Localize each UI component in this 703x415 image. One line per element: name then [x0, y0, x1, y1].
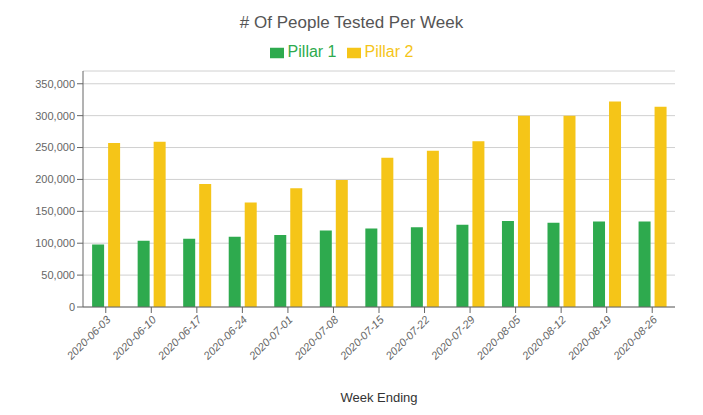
svg-text:250,000: 250,000 [35, 141, 75, 153]
svg-text:2020-07-15: 2020-07-15 [337, 313, 387, 363]
svg-text:2020-06-24: 2020-06-24 [200, 313, 249, 362]
html-text:Pillar 1: Pillar 1 [287, 43, 337, 60]
svg-text:2020-07-29: 2020-07-29 [428, 313, 477, 362]
svg-text:2020-06-17: 2020-06-17 [155, 313, 205, 363]
svg-text:Week Ending: Week Ending [340, 390, 417, 405]
svg-text:350,000: 350,000 [35, 78, 75, 90]
html-text:# Of People Tested Per Week: # Of People Tested Per Week [239, 13, 464, 32]
svg-text:150,000: 150,000 [35, 205, 75, 217]
svg-text:2020-07-01: 2020-07-01 [246, 313, 295, 362]
svg-text:0: 0 [69, 301, 75, 313]
svg-text:2020-06-03: 2020-06-03 [64, 313, 114, 363]
svg-text:2020-06-10: 2020-06-10 [109, 313, 159, 363]
svg-text:300,000: 300,000 [35, 110, 75, 122]
svg-text:200,000: 200,000 [35, 173, 75, 185]
svg-text:100,000: 100,000 [35, 237, 75, 249]
html-text:Pillar 2: Pillar 2 [364, 43, 414, 60]
svg-text:2020-08-12: 2020-08-12 [519, 313, 568, 362]
svg-text:2020-08-05: 2020-08-05 [474, 313, 524, 363]
svg-text:2020-08-26: 2020-08-26 [610, 313, 660, 363]
svg-text:2020-07-22: 2020-07-22 [382, 313, 431, 362]
svg-text:2020-07-08: 2020-07-08 [291, 313, 341, 363]
svg-text:2020-08-19: 2020-08-19 [565, 313, 614, 362]
svg-text:50,000: 50,000 [41, 269, 75, 281]
